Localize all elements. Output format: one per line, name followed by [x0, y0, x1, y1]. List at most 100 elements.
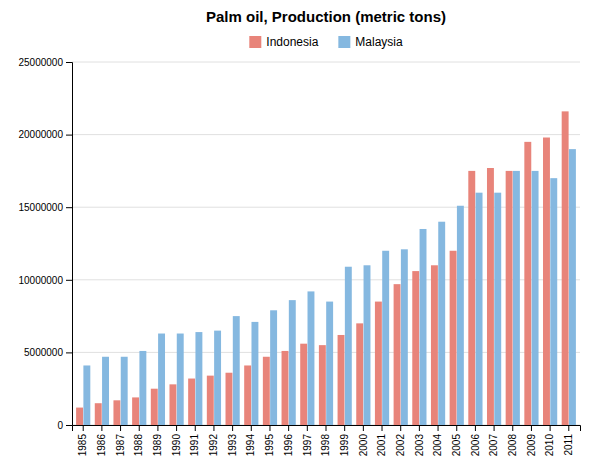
bar — [289, 300, 296, 425]
tick-mark — [288, 425, 289, 431]
legend-item: Indonesia — [249, 35, 318, 49]
bar — [121, 357, 128, 425]
tick-mark — [120, 425, 121, 431]
grid-line — [72, 279, 580, 280]
tick-mark — [344, 425, 345, 431]
title: Palm oil, Production (metric tons) — [206, 8, 446, 25]
series — [76, 111, 569, 425]
grid-line — [72, 207, 580, 208]
tick: 5000000 — [24, 347, 72, 358]
tick: 1985 — [77, 425, 88, 456]
grid-line — [72, 134, 580, 135]
tick: 2009 — [526, 425, 537, 456]
bar — [188, 379, 195, 425]
bar — [476, 193, 483, 425]
tick: 1999 — [339, 425, 350, 456]
tick-label: 10000000 — [19, 275, 64, 286]
tick: 1990 — [171, 425, 182, 456]
bar — [431, 265, 438, 425]
tick: 1992 — [208, 425, 219, 456]
bar — [132, 397, 139, 425]
tick-label: 1995 — [264, 434, 275, 457]
tick-label: 2009 — [526, 434, 537, 457]
bar — [95, 403, 102, 425]
bar — [401, 249, 408, 425]
bar — [251, 322, 258, 425]
tick-mark — [382, 425, 383, 431]
tick-label: 2010 — [544, 434, 555, 457]
tick: 2011 — [563, 425, 574, 456]
bar — [394, 284, 401, 425]
tick: 0 — [57, 420, 72, 431]
bar — [282, 351, 289, 425]
tick: 2001 — [376, 425, 387, 456]
tick-mark — [83, 425, 84, 431]
tick-label: 1990 — [171, 434, 182, 457]
tick-mark — [550, 425, 551, 431]
tick-mark — [101, 425, 102, 431]
tick-label: 1993 — [227, 434, 238, 457]
tick: 2010 — [544, 425, 555, 456]
bar — [308, 291, 315, 425]
tick-label: 5000000 — [24, 347, 63, 358]
tick-label: 15000000 — [19, 202, 64, 213]
tick: 2006 — [470, 425, 481, 456]
tick: 2007 — [488, 425, 499, 456]
tick-label: 1987 — [115, 434, 126, 457]
legend-swatch — [249, 36, 261, 48]
tick-label: 1988 — [133, 434, 144, 457]
bars — [76, 111, 576, 425]
tick-label: 2007 — [488, 434, 499, 457]
tick-label: 1996 — [283, 434, 294, 457]
tick: 1987 — [115, 425, 126, 456]
tick-mark — [66, 280, 72, 281]
tick-label: 2002 — [395, 434, 406, 457]
bar — [139, 351, 146, 425]
tick: 1996 — [283, 425, 294, 456]
tick-mark — [494, 425, 495, 431]
tick-label: 1991 — [189, 434, 200, 457]
bar — [513, 171, 520, 425]
bar — [113, 400, 120, 425]
bar — [319, 345, 326, 425]
tick-mark — [531, 425, 532, 431]
x-axis: 1985198619871988198919901991199219931994… — [73, 425, 581, 456]
bar — [550, 178, 557, 425]
tick-label: 2001 — [376, 434, 387, 457]
bar — [233, 316, 240, 425]
grid-line — [72, 352, 580, 353]
tick: 1988 — [133, 425, 144, 456]
tick-label: 2008 — [507, 434, 518, 457]
legend-item: Malaysia — [338, 35, 403, 49]
tick: 20000000 — [19, 129, 73, 140]
bar — [151, 389, 158, 425]
bar — [494, 193, 501, 425]
tick-mark — [475, 425, 476, 431]
bar — [102, 357, 109, 425]
tick: 2005 — [451, 425, 462, 456]
grid — [72, 62, 580, 425]
tick-mark — [213, 425, 214, 431]
tick-label: 1997 — [302, 434, 313, 457]
tick-label: 1989 — [152, 434, 163, 457]
bar — [438, 222, 445, 425]
tick-mark — [456, 425, 457, 431]
tick-label: 2000 — [358, 434, 369, 457]
bar — [356, 323, 363, 425]
bar — [487, 168, 494, 425]
chart: Palm oil, Production (metric tons) 1985 19… — [0, 0, 600, 475]
bar — [562, 111, 569, 425]
tick: 1993 — [227, 425, 238, 456]
grid-line — [72, 62, 580, 63]
legend-label: Malaysia — [355, 35, 403, 49]
tick-label: 0 — [57, 420, 63, 431]
tick-label: 2004 — [432, 434, 443, 457]
tick-mark — [66, 425, 72, 426]
tick-mark — [176, 425, 177, 431]
bar — [169, 384, 176, 425]
tick-mark — [195, 425, 196, 431]
tick: 1995 — [264, 425, 275, 456]
bar — [214, 331, 221, 425]
tick-label: 1994 — [245, 434, 256, 457]
bar — [244, 365, 251, 425]
